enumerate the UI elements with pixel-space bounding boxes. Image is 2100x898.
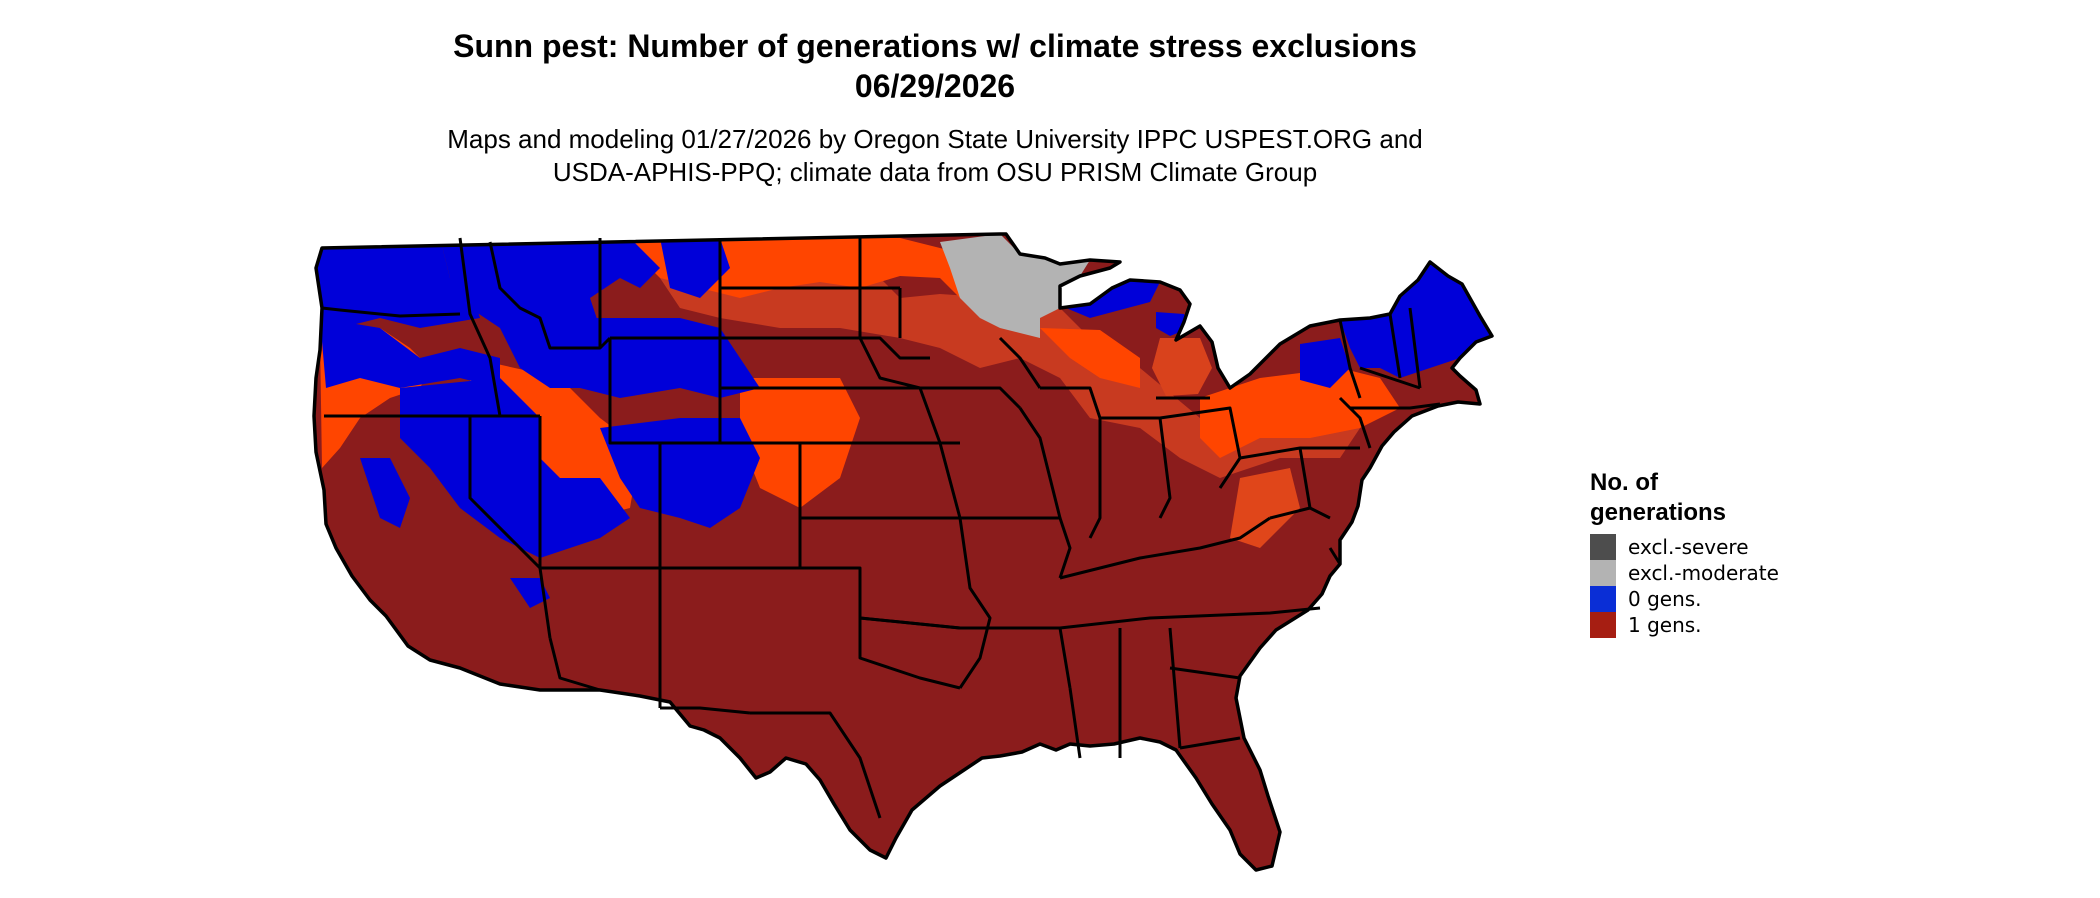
legend-item-excl-severe: excl.-severe — [1590, 534, 1890, 560]
zone-0gen-sierra — [360, 458, 410, 528]
zone-1gen-light-michigan — [1040, 328, 1140, 388]
legend-swatch-excl-moderate — [1590, 560, 1616, 586]
zone-1gen-light-appalachian — [1230, 468, 1300, 548]
map-title: Sunn pest: Number of generations w/ clim… — [453, 28, 1417, 64]
zone-1gen-light-northeast — [1200, 368, 1400, 458]
zone-0gen-great-basin — [400, 378, 630, 558]
zone-0gen-adirondacks — [1300, 338, 1350, 388]
legend-label-excl-moderate: excl.-moderate — [1628, 561, 1779, 585]
legend-item-excl-moderate: excl.-moderate — [1590, 560, 1890, 586]
legend-title-line-2: generations — [1590, 499, 1727, 526]
zone-0gen-colorado — [600, 418, 760, 528]
legend-label-excl-severe: excl.-severe — [1628, 535, 1749, 559]
legend-label-1-gens: 1 gens. — [1628, 613, 1702, 637]
legend-swatch-0-gens — [1590, 586, 1616, 612]
legend-items: excl.-severe excl.-moderate 0 gens. 1 ge… — [1590, 534, 1890, 638]
zone-1gen-mid-north-plains — [660, 278, 1360, 478]
zone-0gen-arizona-highlands — [510, 578, 550, 608]
zone-0gen-north-dakota-edge — [660, 238, 730, 298]
generations-map — [312, 232, 1494, 872]
zone-0gen-new-england — [1340, 262, 1492, 378]
legend-swatch-excl-severe — [1590, 534, 1616, 560]
zone-excl-moderate — [940, 234, 1090, 338]
zone-0gen-northern-rockies — [440, 238, 660, 388]
map-credit-line-2: USDA-APHIS-PPQ; climate data from OSU PR… — [552, 157, 1318, 187]
zone-0gen-oregon — [320, 318, 500, 388]
legend-item-1-gens: 1 gens. — [1590, 612, 1890, 638]
zone-1gen-light-lower-michigan — [1152, 338, 1212, 396]
map-credit-line-1: Maps and modeling 01/27/2026 by Oregon S… — [447, 124, 1423, 154]
generation-zones — [314, 234, 1492, 608]
legend-item-0-gens: 0 gens. — [1590, 586, 1890, 612]
state-borders — [321, 237, 1441, 819]
zone-0gen-pacific-northwest — [314, 238, 480, 328]
legend-label-0-gens: 0 gens. — [1628, 587, 1702, 611]
map-legend: No. of generations excl.-severe excl.-mo… — [1590, 468, 1890, 638]
legend-title-line-1: No. of — [1590, 469, 1658, 496]
map-date: 06/29/2026 — [854, 68, 1016, 104]
legend-swatch-1-gens — [1590, 612, 1616, 638]
